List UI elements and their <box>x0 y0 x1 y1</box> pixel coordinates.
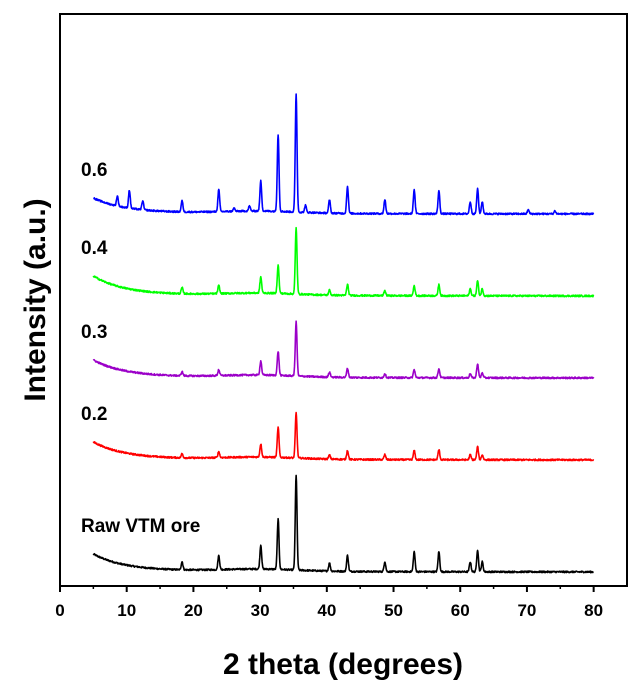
x-tick-label: 20 <box>184 601 203 620</box>
x-axis: 0 10 20 30 40 50 60 70 80 <box>55 586 603 620</box>
series-line-1 <box>92 411 595 462</box>
x-tick-label: 10 <box>117 601 136 620</box>
series-line-3 <box>92 226 595 298</box>
series-layer <box>92 93 595 574</box>
series-label-0: Raw VTM ore <box>81 516 200 537</box>
plot-frame <box>59 13 628 587</box>
x-tick-label: 0 <box>55 601 64 620</box>
series-label-4: 0.6 <box>81 160 107 181</box>
x-axis-title: 2 theta (degrees) <box>223 648 463 681</box>
series-label-1: 0.2 <box>81 404 107 425</box>
x-tick-label: 60 <box>451 601 470 620</box>
series-line-0 <box>92 474 595 574</box>
x-tick-label: 80 <box>584 601 603 620</box>
x-tick-label: 30 <box>251 601 270 620</box>
series-label-3: 0.4 <box>81 238 108 259</box>
series-line-4 <box>92 93 595 216</box>
series-label-2: 0.3 <box>81 322 107 343</box>
x-tick-label: 50 <box>384 601 403 620</box>
series-line-2 <box>92 320 595 380</box>
x-tick-label: 40 <box>317 601 336 620</box>
y-axis-title: Intensity (a.u.) <box>19 198 52 401</box>
series-labels: Raw VTM ore 0.2 0.3 0.4 0.6 <box>81 160 200 537</box>
x-tick-label: 70 <box>517 601 536 620</box>
